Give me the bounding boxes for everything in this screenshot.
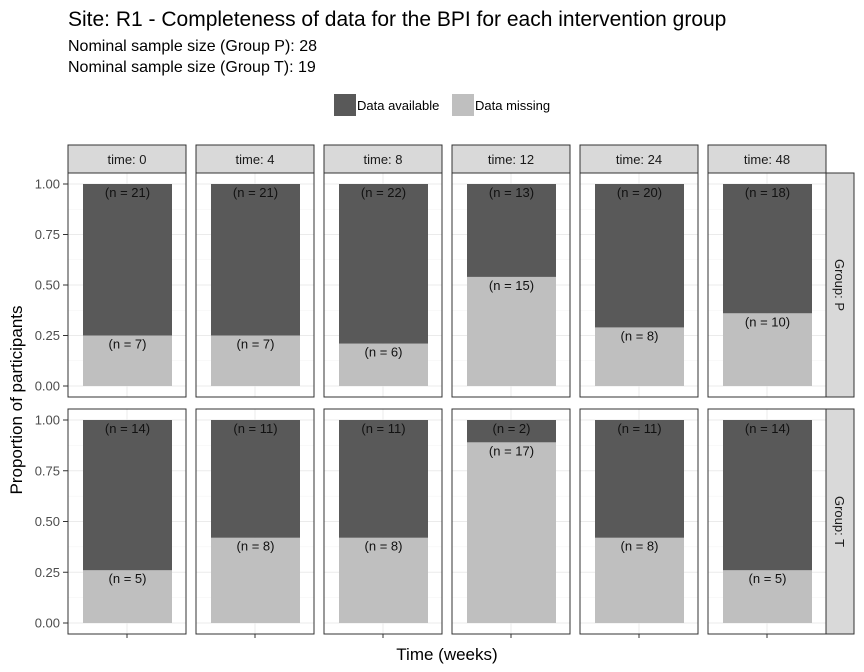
bar-available (723, 184, 812, 314)
bar-missing (339, 537, 428, 623)
facet-strip-col-label: time: 4 (235, 152, 274, 167)
panel-border (451, 172, 571, 398)
bar-missing (339, 343, 428, 386)
bar-missing (723, 313, 812, 386)
facet-strip-row (825, 172, 855, 398)
bar-missing (211, 335, 300, 386)
bar-label-available: (n = 14) (745, 421, 790, 436)
bar-available (339, 184, 428, 344)
chart-title: Site: R1 - Completeness of data for the … (68, 8, 726, 31)
bar-label-available: (n = 14) (105, 421, 150, 436)
bar-label-missing: (n = 15) (489, 278, 534, 293)
panel-border (195, 172, 315, 398)
bar-label-available: (n = 11) (233, 421, 277, 436)
y-tick-label: 0.50 (35, 278, 60, 293)
bar-label-missing: (n = 8) (621, 328, 659, 343)
bar-missing (83, 570, 172, 623)
bar-available (211, 184, 300, 336)
legend-swatch-missing (452, 94, 474, 116)
bar-available (595, 184, 684, 328)
bar-available (339, 420, 428, 538)
bar-available (595, 420, 684, 538)
bar-label-missing: (n = 10) (745, 314, 790, 329)
bar-missing (467, 442, 556, 623)
bar-label-missing: (n = 5) (109, 571, 147, 586)
legend-swatch-available (334, 94, 356, 116)
y-tick-label: 0.25 (35, 565, 60, 580)
y-tick-label: 1.00 (35, 413, 60, 428)
legend-label-available: Data available (357, 98, 439, 113)
bar-label-missing: (n = 6) (365, 345, 403, 360)
facet-strip-col-label: time: 24 (616, 152, 662, 167)
y-tick-label: 0.25 (35, 328, 60, 343)
y-tick-label: 0.75 (35, 463, 60, 478)
facet-strip-col (707, 144, 827, 174)
legend: Data available Data missing (334, 94, 550, 116)
y-axis-title: Proportion of participants (7, 306, 26, 495)
bar-label-missing: (n = 8) (621, 539, 659, 554)
bar-available (83, 184, 172, 336)
chart-subtitle-line-2: Nominal sample size (Group T): 19 (68, 59, 316, 76)
bar-label-available: (n = 21) (233, 185, 278, 200)
bar-label-available: (n = 20) (617, 185, 662, 200)
x-axis-title: Time (weeks) (396, 645, 497, 664)
bar-missing (211, 537, 300, 623)
facet-strip-col (195, 144, 315, 174)
panel-border (67, 172, 187, 398)
bar-missing (467, 276, 556, 386)
bar-missing (595, 537, 684, 623)
bar-missing (595, 327, 684, 386)
panel-border (579, 172, 699, 398)
facet-strip-col-label: time: 0 (107, 152, 146, 167)
facet-strip-row-label: Group: P (832, 259, 847, 311)
facet-strip-col (67, 144, 187, 174)
facet-strip-col-label: time: 8 (363, 152, 402, 167)
y-tick-label: 0.50 (35, 514, 60, 529)
bar-label-available: (n = 11) (361, 421, 405, 436)
bar-label-available: (n = 18) (745, 185, 790, 200)
panel-border (707, 172, 827, 398)
bar-available (83, 420, 172, 571)
bar-label-available: (n = 11) (617, 421, 661, 436)
bar-label-missing: (n = 7) (109, 337, 147, 352)
facet-strip-col-label: time: 12 (488, 152, 534, 167)
bar-available (723, 420, 812, 571)
bar-available (467, 184, 556, 277)
bar-label-available: (n = 13) (489, 185, 534, 200)
y-tick-label: 1.00 (35, 177, 60, 192)
bar-label-available: (n = 21) (105, 185, 150, 200)
y-tick-label: 0.00 (35, 616, 60, 631)
bar-label-available: (n = 2) (493, 421, 531, 436)
bar-available (467, 420, 556, 443)
y-tick-label: 0.00 (35, 379, 60, 394)
facet-panels: time: 0 time: 4 time: 8 time: 12 time: 24 tim… (35, 144, 855, 638)
bar-label-missing: (n = 17) (489, 443, 534, 458)
bar-label-missing: (n = 8) (237, 539, 275, 554)
facet-strip-row-label: Group: T (832, 496, 847, 547)
bar-label-missing: (n = 8) (365, 539, 403, 554)
bar-missing (83, 335, 172, 386)
bar-label-available: (n = 22) (361, 185, 406, 200)
bar-missing (723, 570, 812, 623)
facet-strip-col (451, 144, 571, 174)
facet-strip-col-label: time: 48 (744, 152, 790, 167)
bar-label-missing: (n = 5) (749, 571, 787, 586)
y-tick-label: 0.75 (35, 227, 60, 242)
chart-subtitle-line-1: Nominal sample size (Group P): 28 (68, 38, 317, 55)
bar-label-missing: (n = 7) (237, 337, 275, 352)
panel-border (323, 172, 443, 398)
legend-label-missing: Data missing (475, 98, 550, 113)
bar-available (211, 420, 300, 538)
